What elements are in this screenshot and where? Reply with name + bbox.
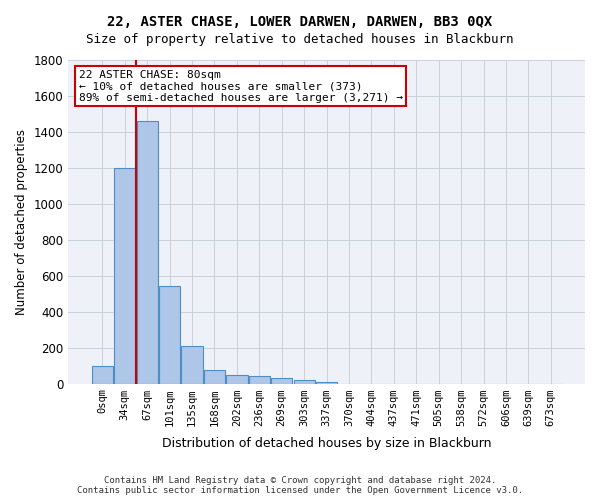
Text: 22, ASTER CHASE, LOWER DARWEN, DARWEN, BB3 0QX: 22, ASTER CHASE, LOWER DARWEN, DARWEN, B… <box>107 15 493 29</box>
Bar <box>271 378 292 384</box>
Bar <box>114 168 136 384</box>
Text: Contains HM Land Registry data © Crown copyright and database right 2024.
Contai: Contains HM Land Registry data © Crown c… <box>77 476 523 495</box>
Bar <box>293 380 315 384</box>
Y-axis label: Number of detached properties: Number of detached properties <box>15 129 28 315</box>
Text: Size of property relative to detached houses in Blackburn: Size of property relative to detached ho… <box>86 32 514 46</box>
Bar <box>137 121 158 384</box>
Bar <box>204 370 225 384</box>
Text: 22 ASTER CHASE: 80sqm
← 10% of detached houses are smaller (373)
89% of semi-det: 22 ASTER CHASE: 80sqm ← 10% of detached … <box>79 70 403 103</box>
Bar <box>316 382 337 384</box>
Bar <box>92 366 113 384</box>
Bar <box>248 376 270 384</box>
X-axis label: Distribution of detached houses by size in Blackburn: Distribution of detached houses by size … <box>162 437 491 450</box>
Bar <box>226 374 248 384</box>
Bar <box>159 286 180 384</box>
Bar <box>181 346 203 384</box>
